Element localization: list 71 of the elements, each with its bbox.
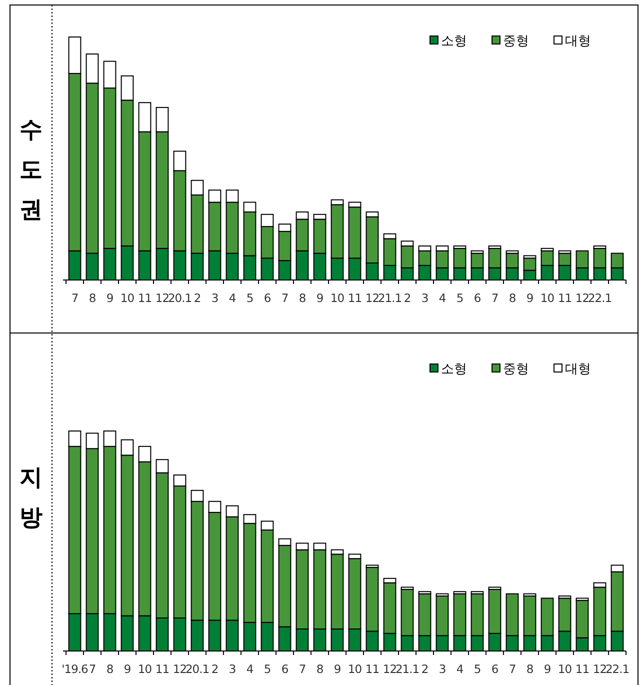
x-tick-label: 8 — [526, 662, 534, 676]
legend-label: 소형 — [441, 362, 467, 377]
x-tick-label: 12 — [172, 662, 187, 676]
x-tick-label: 10 — [138, 662, 152, 676]
text: 지방 — [20, 465, 42, 531]
x-tick-label: 10 — [540, 291, 554, 305]
x-tick-label: 12 — [365, 291, 380, 305]
x-tick-label: 8 — [88, 291, 96, 305]
x-tick-label: 10 — [120, 291, 134, 305]
x-tick-label: 11 — [155, 662, 170, 676]
x-tick-label: 11 — [138, 291, 152, 305]
text: 수도권 — [20, 117, 42, 223]
x-tick-label: 9 — [124, 662, 131, 676]
x-tick-label: 10 — [330, 291, 344, 305]
x-tick-label: 7 — [298, 662, 306, 676]
x-tick-label: 5 — [264, 662, 271, 676]
legend-label: 대형 — [565, 362, 591, 377]
x-tick-label: 9 — [544, 662, 551, 676]
x-tick-label: 21.1 — [395, 662, 420, 676]
x-tick-label: 22.1 — [605, 662, 630, 676]
legend-label: 대형 — [565, 34, 591, 49]
x-tick-label: 7 — [508, 662, 516, 676]
x-tick-label: 10 — [348, 662, 362, 676]
x-tick-label: 10 — [558, 662, 572, 676]
x-tick-label: 9 — [334, 662, 341, 676]
x-tick-label: 6 — [264, 291, 271, 305]
x-tick-label: 9 — [526, 291, 534, 305]
legend-label: 중형 — [503, 362, 529, 377]
x-tick-label: 6 — [281, 662, 288, 676]
x-tick-label: 2 — [211, 662, 218, 676]
x-tick-label: 12 — [155, 291, 170, 305]
x-tick-label: 11 — [348, 291, 362, 305]
x-tick-label: 11 — [558, 291, 572, 305]
x-tick-label: 12 — [592, 662, 607, 676]
x-tick-label: 22.1 — [588, 291, 612, 305]
x-tick-label: 12 — [382, 662, 397, 676]
x-tick-label: 4 — [246, 662, 254, 676]
x-tick-label: 7 — [281, 291, 288, 305]
x-tick-label: 12 — [575, 291, 590, 305]
x-tick-label: 3 — [421, 291, 428, 305]
x-tick-label: 8 — [298, 291, 306, 305]
x-tick-label: 9 — [316, 291, 324, 305]
x-tick-label: '19.6 — [62, 662, 88, 676]
x-tick-label: 2 — [421, 662, 428, 676]
x-tick-label: 3 — [211, 291, 218, 305]
x-tick-label: 7 — [71, 291, 78, 305]
x-tick-label: 6 — [474, 291, 481, 305]
x-tick-label: 5 — [474, 662, 481, 676]
x-tick-label: 5 — [246, 291, 254, 305]
x-tick-label: 11 — [575, 662, 590, 676]
x-tick-label: 20.1 — [185, 662, 210, 676]
x-tick-label: 7 — [491, 291, 498, 305]
x-tick-label: 11 — [365, 662, 380, 676]
legend-label: 중형 — [503, 34, 529, 49]
x-tick-label: 4 — [228, 291, 236, 305]
x-tick-label: 8 — [316, 662, 324, 676]
x-tick-label: 2 — [194, 291, 201, 305]
x-tick-label: 3 — [438, 662, 446, 676]
x-tick-label: 8 — [508, 291, 516, 305]
x-tick-label: 3 — [228, 662, 236, 676]
x-tick-label: 9 — [106, 291, 114, 305]
x-tick-label: 2 — [404, 291, 411, 305]
x-tick-label: 6 — [491, 662, 498, 676]
x-tick-label: 21.1 — [378, 291, 402, 305]
legend-label: 소형 — [441, 34, 467, 49]
x-tick-label: 4 — [438, 291, 446, 305]
x-tick-label: 20.1 — [168, 291, 192, 305]
x-tick-label: 5 — [456, 291, 464, 305]
x-tick-label: 8 — [106, 662, 114, 676]
x-tick-label: 7 — [88, 662, 96, 676]
x-tick-label: 4 — [456, 662, 464, 676]
